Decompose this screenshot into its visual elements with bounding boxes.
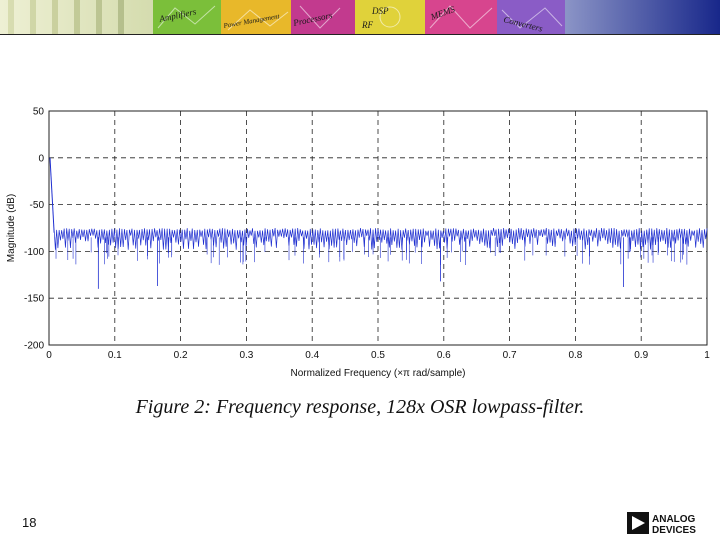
banner-panel-processors (291, 0, 355, 34)
y-tick-label: 50 (33, 107, 45, 118)
page-number: 18 (22, 515, 37, 530)
logo-text-line1: ANALOG (652, 514, 696, 525)
y-tick-label: -50 (30, 200, 45, 211)
x-tick-label: 1 (704, 350, 710, 361)
analog-devices-logo: ANALOG DEVICES (627, 512, 696, 535)
y-tick-label: -100 (24, 247, 44, 258)
banner-label-dsp: DSP (371, 6, 389, 16)
y-tick-label: -200 (24, 341, 44, 352)
x-tick-label: 0 (46, 350, 52, 361)
banner-panel-power (221, 0, 291, 34)
y-tick-label: -150 (24, 294, 44, 305)
chart-grid (49, 111, 707, 345)
x-tick-label: 0.9 (634, 350, 648, 361)
x-tick-label: 0.2 (174, 350, 188, 361)
banner-label-rf: RF (361, 20, 373, 30)
stopband-ripple (53, 227, 708, 250)
x-tick-label: 0.6 (437, 350, 451, 361)
y-tick-label: 0 (38, 153, 44, 164)
magnitude-series (49, 157, 708, 289)
passband-line (49, 157, 55, 233)
x-tick-label: 0.5 (371, 350, 385, 361)
x-axis-ticks: 0 0.1 0.2 0.3 0.4 0.5 0.6 0.7 0.8 0.9 1 (46, 350, 710, 361)
banner-panel-mems (425, 0, 497, 34)
x-tick-label: 0.4 (305, 350, 319, 361)
x-axis-label: Normalized Frequency (×π rad/sample) (290, 368, 465, 379)
frequency-response-chart: 0 0.1 0.2 0.3 0.4 0.5 0.6 0.7 0.8 0.9 1 50 0 -50 -100… (6, 107, 710, 380)
x-tick-label: 0.8 (568, 350, 582, 361)
x-tick-label: 0.3 (239, 350, 253, 361)
header-rule (0, 34, 720, 35)
logo-text-line2: DEVICES (652, 525, 696, 535)
y-axis-ticks: 50 0 -50 -100 -150 -200 (24, 107, 44, 352)
header-banner: Amplifiers Power Management Processors D… (0, 0, 720, 34)
x-tick-label: 0.1 (108, 350, 122, 361)
banner-panel-dsp (355, 0, 425, 34)
y-axis-label: Magnitude (dB) (6, 194, 17, 262)
figure-caption: Figure 2: Frequency response, 128x OSR l… (135, 396, 585, 418)
banner-stripes (8, 0, 124, 34)
x-tick-label: 0.7 (503, 350, 517, 361)
